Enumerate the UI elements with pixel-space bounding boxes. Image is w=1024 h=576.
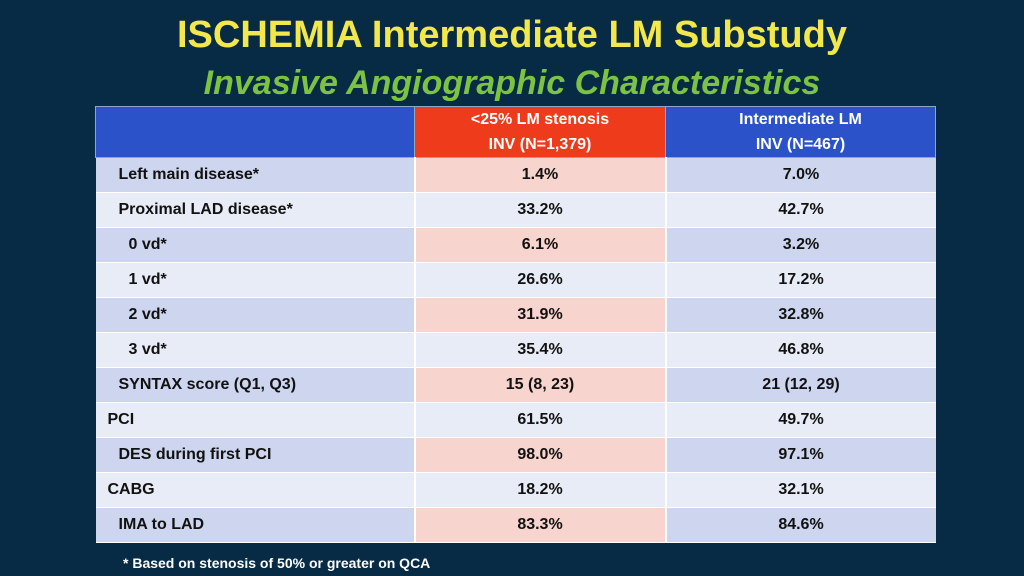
intermediate-value: 32.8% [664, 297, 936, 333]
row-label: 2 vd* [95, 297, 415, 333]
lt25-value: 18.2% [413, 472, 666, 508]
slide-title: ISCHEMIA Intermediate LM Substudy [177, 14, 847, 56]
lt25-value: 31.9% [413, 297, 666, 333]
lt25-value: 1.4% [413, 157, 666, 193]
row-label: DES during first PCI [95, 437, 415, 473]
intermediate-value: 7.0% [664, 157, 936, 193]
slide-subtitle: Invasive Angiographic Characteristics [203, 64, 821, 102]
row-label: SYNTAX score (Q1, Q3) [95, 367, 415, 403]
row-label: IMA to LAD [95, 507, 415, 543]
header-intermediate-n: INV (N=467) [755, 136, 846, 153]
row-label: CABG [95, 472, 415, 508]
table-row: SYNTAX score (Q1, Q3) 15 (8, 23) 21 (12,… [95, 367, 936, 403]
header-label-cell [95, 106, 415, 158]
header-lt25-n: INV (N=1,379) [488, 136, 592, 153]
intermediate-value: 42.7% [664, 192, 936, 228]
table-row: IMA to LAD 83.3% 84.6% [95, 507, 936, 543]
intermediate-value: 3.2% [664, 227, 936, 263]
lt25-value: 35.4% [413, 332, 666, 368]
table-row: Left main disease* 1.4% 7.0% [95, 157, 936, 193]
intermediate-value: 97.1% [664, 437, 936, 473]
intermediate-value: 49.7% [664, 402, 936, 438]
header-lt25-lm: <25% LM stenosis INV (N=1,379) [414, 106, 666, 158]
intermediate-value: 32.1% [664, 472, 936, 508]
table-row: PCI 61.5% 49.7% [95, 402, 936, 438]
table-row: Proximal LAD disease* 33.2% 42.7% [95, 192, 936, 228]
header-intermediate-lm: Intermediate LM INV (N=467) [665, 106, 936, 158]
footnote: * Based on stenosis of 50% or greater on… [123, 555, 431, 571]
table-row: DES during first PCI 98.0% 97.1% [95, 437, 936, 473]
intermediate-value: 84.6% [664, 507, 936, 543]
table-row: 2 vd* 31.9% 32.8% [95, 297, 936, 333]
table-row: 0 vd* 6.1% 3.2% [95, 227, 936, 263]
header-intermediate-title: Intermediate LM [739, 111, 862, 128]
lt25-value: 98.0% [413, 437, 666, 473]
intermediate-value: 21 (12, 29) [664, 367, 936, 403]
intermediate-value: 17.2% [664, 262, 936, 298]
lt25-value: 15 (8, 23) [413, 367, 666, 403]
table-row: 3 vd* 35.4% 46.8% [95, 332, 936, 368]
intermediate-value: 46.8% [664, 332, 936, 368]
row-label: PCI [95, 402, 415, 438]
row-label: Proximal LAD disease* [95, 192, 415, 228]
row-label: 3 vd* [95, 332, 415, 368]
row-label: 1 vd* [95, 262, 415, 298]
table-header-row: <25% LM stenosis INV (N=1,379) Intermedi… [95, 106, 936, 158]
row-label: Left main disease* [95, 157, 415, 193]
table-row: CABG 18.2% 32.1% [95, 472, 936, 508]
characteristics-table: <25% LM stenosis INV (N=1,379) Intermedi… [95, 106, 936, 543]
lt25-value: 61.5% [413, 402, 666, 438]
lt25-value: 33.2% [413, 192, 666, 228]
table-row: 1 vd* 26.6% 17.2% [95, 262, 936, 298]
lt25-value: 6.1% [413, 227, 666, 263]
row-label: 0 vd* [95, 227, 415, 263]
lt25-value: 26.6% [413, 262, 666, 298]
header-lt25-title: <25% LM stenosis [470, 111, 610, 128]
lt25-value: 83.3% [413, 507, 666, 543]
